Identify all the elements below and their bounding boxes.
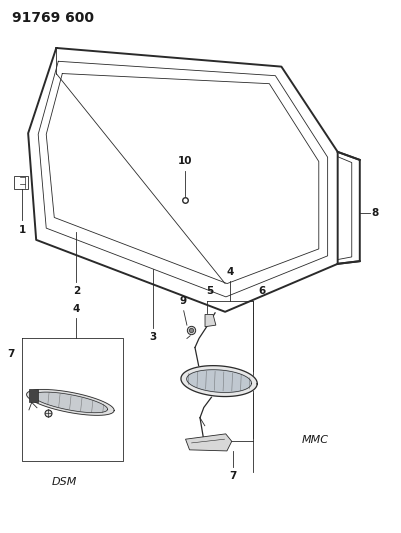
Text: 6: 6 (257, 286, 265, 296)
Polygon shape (29, 389, 38, 402)
Polygon shape (186, 370, 251, 392)
Text: 7: 7 (229, 471, 236, 481)
Text: 10: 10 (177, 156, 192, 166)
Text: 4: 4 (226, 267, 233, 277)
Polygon shape (205, 314, 215, 327)
Text: 4: 4 (73, 304, 80, 314)
Text: 7: 7 (7, 350, 14, 359)
Text: 1: 1 (18, 225, 26, 236)
Polygon shape (185, 434, 231, 451)
Polygon shape (26, 390, 114, 415)
Text: 3: 3 (149, 332, 156, 342)
Text: 8: 8 (370, 208, 377, 218)
Text: 9: 9 (179, 296, 186, 306)
Text: DSM: DSM (51, 477, 77, 487)
Text: 2: 2 (73, 286, 80, 296)
Text: 91769 600: 91769 600 (12, 11, 94, 25)
Text: MMC: MMC (301, 435, 328, 445)
Polygon shape (33, 392, 107, 413)
Text: 5: 5 (206, 286, 213, 296)
Polygon shape (180, 366, 257, 397)
